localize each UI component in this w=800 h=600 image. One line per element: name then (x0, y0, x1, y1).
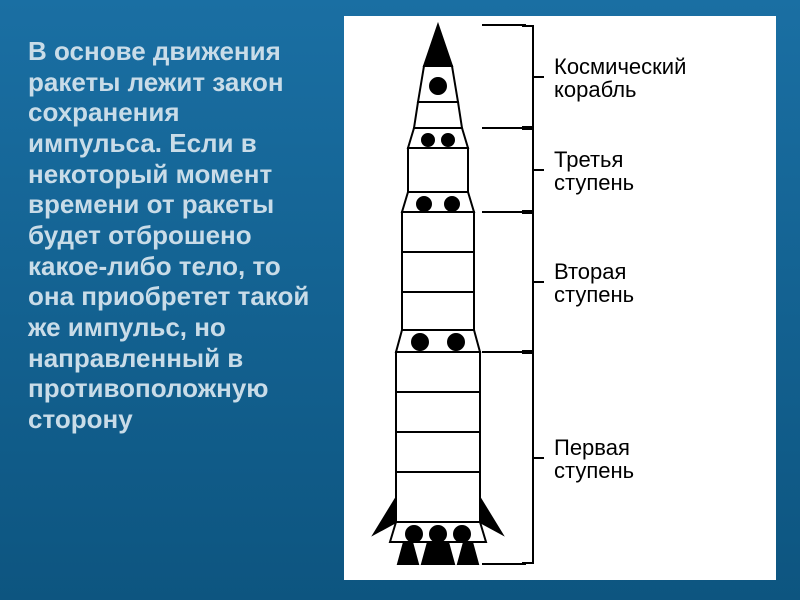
label-spacecraft: Космическийкорабль (554, 55, 686, 101)
slide: В основе движения ракеты лежит закон сох… (0, 0, 800, 600)
bracket-stage3 (532, 128, 548, 212)
bracket-stage2 (532, 212, 548, 352)
label-stage3: Третьяступень (554, 148, 634, 194)
label-stage2: Втораяступень (554, 260, 634, 306)
rocket-diagram: Космическийкорабль Третьяступень Втораясту… (344, 16, 776, 580)
label-stage1: Перваяступень (554, 436, 634, 482)
main-paragraph: В основе движения ракеты лежит закон сох… (28, 36, 316, 435)
rocket-svg (350, 22, 526, 570)
stage-labels: Космическийкорабль Третьяступень Втораясту… (550, 22, 764, 570)
bracket-stage1 (532, 352, 548, 564)
bracket-spacecraft (532, 25, 548, 128)
rocket-illustration (350, 22, 526, 570)
